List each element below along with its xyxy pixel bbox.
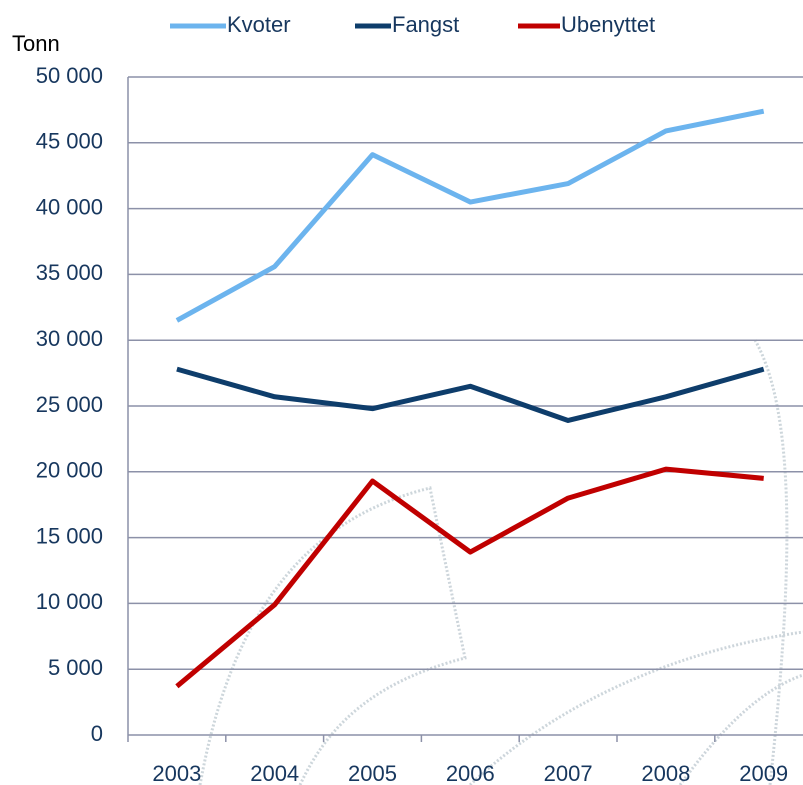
y-tick-label: 0 xyxy=(91,721,103,746)
line-series xyxy=(176,366,765,423)
x-tick-label: 2006 xyxy=(446,761,495,785)
y-tick-label: 40 000 xyxy=(36,194,103,219)
y-tick-label: 20 000 xyxy=(36,458,103,483)
background-decoration xyxy=(198,339,803,785)
y-axis-label: Tonn xyxy=(12,31,60,56)
x-tick-label: 2009 xyxy=(739,761,788,785)
x-tick-label: 2004 xyxy=(250,761,299,785)
y-tick-label: 30 000 xyxy=(36,326,103,351)
x-tick-label: 2007 xyxy=(544,761,593,785)
y-tick-label: 10 000 xyxy=(36,589,103,614)
x-tick-label: 2005 xyxy=(348,761,397,785)
y-tick-label: 15 000 xyxy=(36,523,103,548)
x-tick-label: 2008 xyxy=(641,761,690,785)
line-series xyxy=(175,466,764,689)
y-tick-label: 25 000 xyxy=(36,392,103,417)
line-series xyxy=(175,108,765,323)
y-tick-label: 45 000 xyxy=(36,129,103,154)
legend-label: Ubenyttet xyxy=(561,12,655,37)
y-tick-label: 35 000 xyxy=(36,260,103,285)
legend-label: Kvoter xyxy=(227,12,291,37)
y-tick-label: 5 000 xyxy=(48,655,103,680)
x-tick-label: 2003 xyxy=(152,761,201,785)
legend-label: Fangst xyxy=(392,12,459,37)
y-tick-label: 50 000 xyxy=(36,63,103,88)
